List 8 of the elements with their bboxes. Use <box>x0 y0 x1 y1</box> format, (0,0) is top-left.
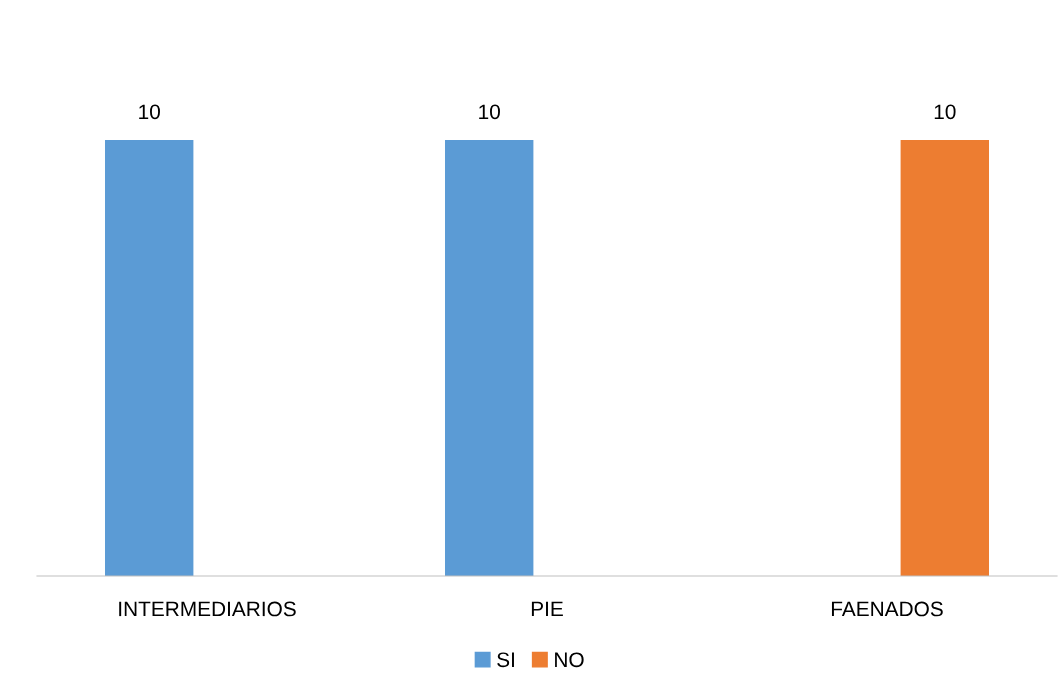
x-tick-label: INTERMEDIARIOS <box>119 601 296 617</box>
x-tick-label: PIE <box>531 601 563 617</box>
data-label: 10 <box>139 104 160 120</box>
legend-label: NO <box>555 652 584 668</box>
x-tick-label: FAENADOS <box>831 601 943 617</box>
data-label: 10 <box>934 104 956 120</box>
legend-label: SI <box>497 652 514 668</box>
data-label: 10 <box>479 104 500 120</box>
